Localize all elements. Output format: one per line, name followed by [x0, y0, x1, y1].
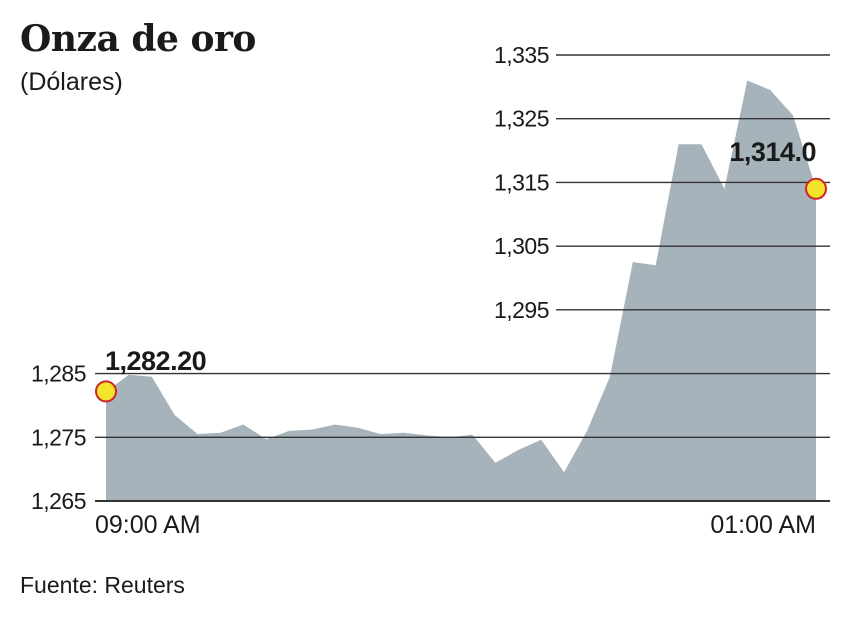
x-tick-label: 09:00 AM [95, 511, 201, 539]
source-note: Fuente: Reuters [20, 572, 185, 598]
y-tick-label: 1,275 [31, 424, 86, 450]
x-tick-label: 01:00 AM [710, 511, 816, 539]
start-point-marker [95, 380, 117, 403]
y-tick-label: 1,305 [494, 233, 549, 259]
y-tick-label: 1,285 [31, 361, 86, 387]
y-tick-label: 1,295 [494, 297, 549, 323]
start-value-label: 1,282.20 [105, 346, 206, 376]
y-tick-label: 1,335 [494, 42, 549, 68]
y-tick-label: 1,265 [31, 488, 86, 514]
chart-subtitle: (Dólares) [20, 68, 123, 96]
y-tick-label: 1,315 [494, 169, 549, 195]
y-tick-label: 1,325 [494, 106, 549, 132]
chart-title: Onza de oro [20, 18, 256, 60]
end-value-label: 1,314.0 [729, 137, 816, 167]
price-area [106, 80, 816, 501]
end-point-marker [805, 177, 827, 200]
